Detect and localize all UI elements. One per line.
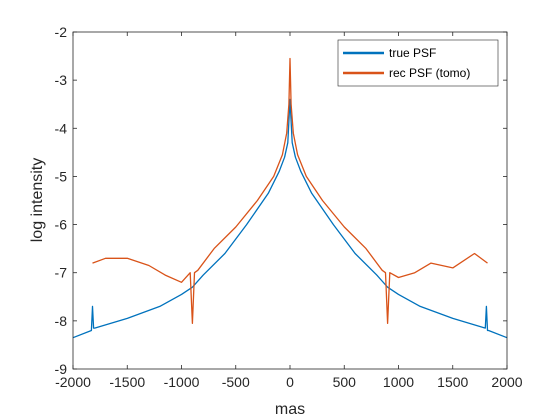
legend: true PSF rec PSF (tomo) (337, 39, 499, 87)
x-tick-label: 0 (286, 374, 294, 390)
legend-label-true-psf: true PSF (389, 46, 436, 60)
legend-label-rec-psf: rec PSF (tomo) (389, 66, 470, 80)
y-tick-label: -8 (55, 313, 68, 329)
plot-area (73, 32, 507, 369)
x-tick-label: 500 (333, 374, 357, 390)
y-ticks: -9 -8 -7 -6 -5 -4 -3 -2 (55, 24, 507, 377)
y-tick-label: -3 (55, 72, 68, 88)
x-tick-label: 1000 (383, 374, 414, 390)
y-tick-label: -5 (55, 168, 68, 184)
y-tick-label: -4 (55, 120, 68, 136)
y-tick-label: -6 (55, 217, 68, 233)
y-tick-label: -7 (55, 265, 68, 281)
x-tick-label: -1500 (109, 374, 145, 390)
x-axis-label: mas (275, 401, 305, 418)
series-layer (72, 57, 508, 339)
y-tick-label: -2 (55, 24, 68, 40)
series-line-true-psf (72, 98, 508, 339)
x-tick-label: 1500 (437, 374, 468, 390)
x-tick-label: -1000 (164, 374, 200, 390)
series-line-rec-psf-tomo (92, 57, 488, 324)
x-ticks: -2000 -1500 -1000 -500 0 500 1000 1500 2000 (55, 32, 523, 390)
y-axis-label: log intensity (29, 158, 46, 243)
x-tick-label: 2000 (491, 374, 522, 390)
x-tick-label: -2000 (55, 374, 91, 390)
y-tick-label: -9 (55, 361, 68, 377)
legend-box (337, 39, 499, 87)
x-tick-label: -500 (222, 374, 250, 390)
